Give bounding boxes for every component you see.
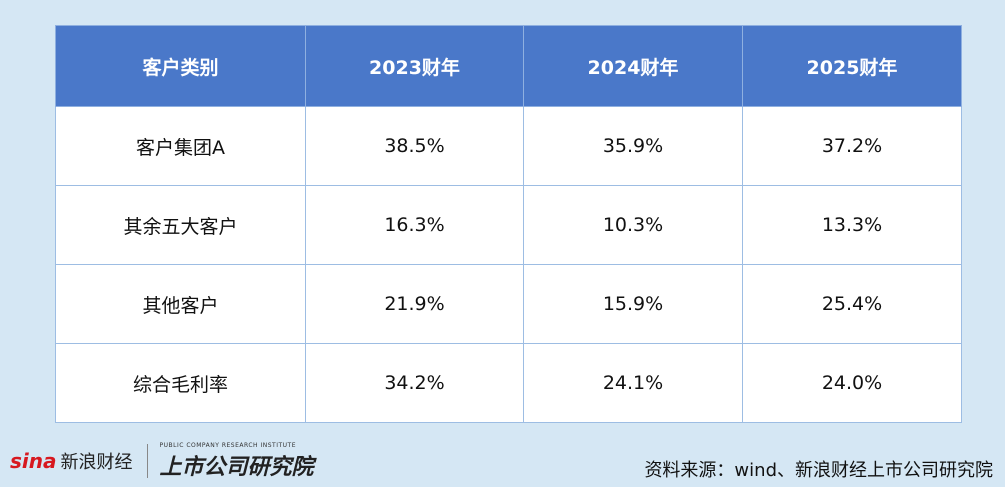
- source-note: 资料来源：wind、新浪财经上市公司研究院: [644, 460, 993, 481]
- cell: 13.3%: [742, 185, 962, 265]
- cell: 10.3%: [523, 185, 743, 265]
- cell: 21.9%: [305, 264, 524, 344]
- institute: PUBLIC COMPANY RESEARCH INSTITUTE 上市公司研究…: [160, 442, 314, 481]
- separator: [146, 444, 148, 478]
- header-cell: 2024财年: [523, 25, 743, 107]
- cell: 16.3%: [305, 185, 524, 265]
- cell: 15.9%: [523, 264, 743, 344]
- cell: 38.5%: [305, 106, 524, 186]
- table-row: 综合毛利率 34.2% 24.1% 24.0%: [55, 343, 962, 423]
- row-label: 综合毛利率: [55, 343, 306, 423]
- header-cell: 客户类别: [55, 25, 306, 107]
- logo: sina 新浪财经 PUBLIC COMPANY RESEARCH INSTIT…: [10, 440, 314, 482]
- institute-en: PUBLIC COMPANY RESEARCH INSTITUTE: [159, 441, 296, 449]
- row-label: 其他客户: [55, 264, 306, 344]
- header-cell: 2025财年: [742, 25, 962, 107]
- sina-logo: sina: [10, 449, 57, 473]
- data-table: 客户类别 2023财年 2024财年 2025财年 客户集团A 38.5% 35.9% 37…: [55, 25, 962, 423]
- row-label: 其余五大客户: [55, 185, 306, 265]
- brand-name: 新浪财经: [60, 452, 133, 473]
- institute-cn: 上市公司研究院: [159, 454, 314, 480]
- header-cell: 2023财年: [305, 25, 524, 107]
- row-label: 客户集团A: [55, 106, 306, 186]
- cell: 25.4%: [742, 264, 962, 344]
- cell: 34.2%: [305, 343, 524, 423]
- table-row: 其他客户 21.9% 15.9% 25.4%: [55, 264, 962, 344]
- header-row: 客户类别 2023财年 2024财年 2025财年: [55, 25, 962, 107]
- table-body: 客户集团A 38.5% 35.9% 37.2% 其余五大客户 16.3% 10.3% 13.3…: [55, 106, 962, 423]
- cell: 37.2%: [742, 106, 962, 186]
- table-row: 客户集团A 38.5% 35.9% 37.2%: [55, 106, 962, 186]
- table-row: 其余五大客户 16.3% 10.3% 13.3%: [55, 185, 962, 265]
- cell: 24.1%: [523, 343, 743, 423]
- cell: 24.0%: [742, 343, 962, 423]
- cell: 35.9%: [523, 106, 743, 186]
